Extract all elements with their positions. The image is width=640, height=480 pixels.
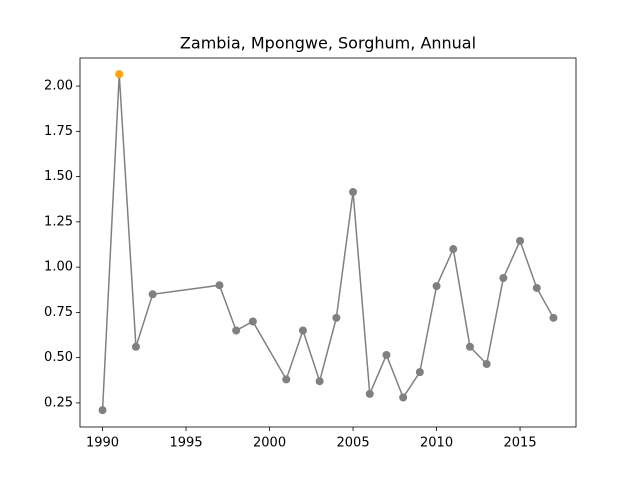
data-point — [399, 393, 408, 402]
y-tick-label: 0.75 — [44, 305, 73, 320]
data-point — [215, 281, 224, 290]
data-point — [131, 342, 140, 351]
data-point — [549, 313, 558, 322]
data-point — [248, 317, 257, 326]
plot-frame — [79, 57, 577, 428]
data-point — [415, 368, 424, 377]
data-point — [232, 326, 241, 335]
data-point — [332, 313, 341, 322]
data-point — [298, 326, 307, 335]
y-tick-label: 1.25 — [44, 214, 73, 229]
data-point — [532, 283, 541, 292]
data-point — [148, 290, 157, 299]
x-tick-label: 2010 — [420, 436, 453, 451]
data-point — [499, 273, 508, 282]
x-tick-label: 2015 — [504, 436, 537, 451]
y-tick-label: 1.50 — [44, 169, 73, 184]
x-tick-label: 1995 — [170, 436, 203, 451]
data-point — [465, 342, 474, 351]
data-point — [482, 359, 491, 368]
x-tick-label: 1990 — [86, 436, 119, 451]
data-point — [449, 245, 458, 254]
y-tick-label: 2.00 — [44, 79, 73, 94]
data-point — [516, 236, 525, 245]
data-point — [382, 350, 391, 359]
data-point — [432, 282, 441, 291]
series-line — [101, 74, 555, 411]
data-point — [365, 389, 374, 398]
data-point — [315, 377, 324, 386]
data-point — [115, 70, 124, 79]
data-point — [349, 187, 358, 196]
y-tick-label: 1.75 — [44, 124, 73, 139]
x-tick-label: 2000 — [253, 436, 286, 451]
y-tick-label: 0.50 — [44, 350, 73, 365]
y-tick-label: 0.25 — [44, 395, 73, 410]
x-tick-label: 2005 — [337, 436, 370, 451]
data-point — [98, 406, 107, 415]
chart-title: Zambia, Mpongwe, Sorghum, Annual — [180, 34, 476, 53]
data-point — [282, 375, 291, 384]
y-tick-label: 1.00 — [44, 260, 73, 275]
